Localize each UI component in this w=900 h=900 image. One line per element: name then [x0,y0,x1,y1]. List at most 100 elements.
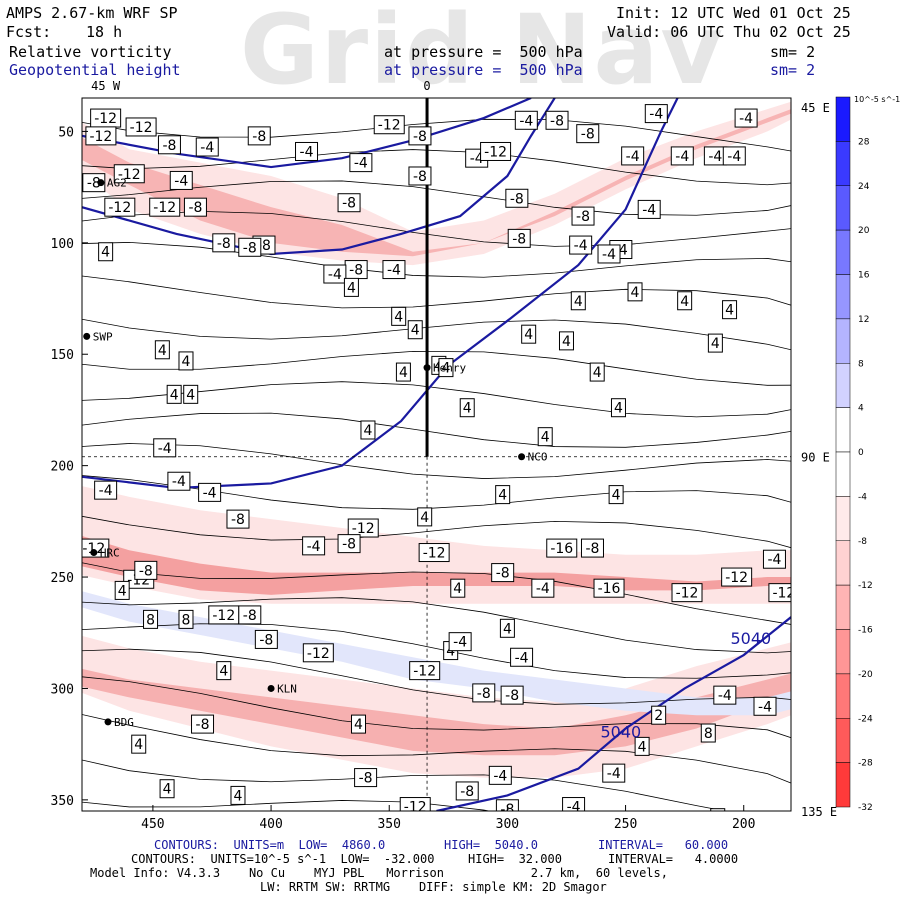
footer-physics-info: LW: RRTM SW: RRTMG DIFF: simple KM: 2D S… [260,880,607,894]
colorbar-tick-label: 16 [858,271,870,281]
colorbar-tick-label: -4 [858,492,867,502]
vorticity-label: -4 [167,471,191,491]
vorticity-label: -8 [134,560,158,580]
colorbar-tick-label: -8 [858,537,867,547]
vorticity-label-box [167,471,191,491]
vorticity-label: -4 [448,632,472,652]
vorticity-label-box [438,358,454,378]
vorticity-label-text: -12 [94,111,117,127]
vorticity-contour [82,648,791,705]
vorticity-label-box [216,661,232,681]
vorticity-label: -4 [169,170,193,190]
vorticity-label-box [169,170,193,190]
vorticity-label: 4 [450,578,466,598]
vorticity-label: -8 [455,781,479,801]
vorticity-label: -8 [571,206,595,226]
vorticity-label-text: 4 [631,285,640,301]
vorticity-label-text: 4 [711,336,720,352]
vorticity-label-text: -8 [576,209,590,225]
colorbar-segment [835,584,851,630]
x-tick-label: 300 [496,817,519,832]
vorticity-label: 4 [183,384,199,404]
vorticity-label: 4 [230,785,246,805]
vorticity-label-box [671,583,703,603]
field2-level: at pressure = 500 hPa [384,61,583,79]
vorticity-label-box [183,384,199,404]
vorticity-contour [82,318,791,351]
vorticity-label-box [195,137,219,157]
vorticity-label: -4 [349,153,373,173]
vorticity-label: -4 [713,685,737,705]
vorticity-label-text: -4 [387,263,401,279]
vorticity-label-box [323,264,347,284]
vorticity-label-box [134,560,158,580]
vorticity-label-box [238,237,262,257]
colorbar-tick-label: -28 [858,759,873,769]
vorticity-label-box [54,622,76,640]
vorticity-label-text: -8 [188,200,202,216]
vorticity-label-box [576,124,600,144]
vorticity-label-box [94,480,118,500]
vorticity-label-box [373,115,405,135]
vorticity-label: -12 [721,567,753,587]
vorticity-label: -8 [254,629,278,649]
vorticity-label-box [125,117,157,137]
vorticity-label-box [677,291,693,311]
vorticity-label-box [82,173,106,193]
colorbar-unit: 10^-5 s^-1 [854,95,900,104]
station-name: NCO [528,451,548,464]
vorticity-label: 4 [395,362,411,382]
station-name: HRC [100,547,120,560]
vorticity-label-box [531,578,555,598]
vorticity-label-box [382,260,406,280]
vorticity-label: -4 [510,647,534,667]
vorticity-label-text: 4 [593,365,602,381]
colorbar-tick-label: 28 [858,137,870,147]
vorticity-label: 4 [391,306,407,326]
vorticity-label-text: -8 [581,127,595,143]
strong-vorticity-band-south [82,668,791,756]
vorticity-label: -12 [671,583,703,603]
vorticity-label: 8 [178,609,194,629]
vorticity-label-box [212,233,236,253]
vorticity-label: -4 [621,146,645,166]
vorticity-label-text: -16 [598,581,621,597]
vorticity-contour [82,515,791,549]
vorticity-label: 4 [634,736,650,756]
vorticity-label: -12 [768,583,791,603]
vorticity-label: 4 [499,618,515,638]
vorticity-contour [82,412,791,448]
vorticity-label: 8 [143,609,159,629]
vorticity-label: -4 [734,108,758,128]
station-marker [104,718,112,726]
x-tick-label: 250 [614,817,637,832]
vorticity-label-text: 4 [182,354,191,370]
vorticity-label: 4 [114,580,130,600]
watermark: Grid Nav [240,0,725,106]
vorticity-label-box [722,146,746,166]
vorticity-label-text: -8 [259,632,273,648]
top-longitude-label: 0 [423,79,430,93]
station-marker [423,364,431,372]
vorticity-label-text: -8 [460,784,474,800]
vorticity-label: -12 [149,197,181,217]
vorticity-label-box [198,482,222,502]
vorticity-label-text: -4 [172,474,186,490]
vorticity-label-box [455,781,479,801]
y-tick-label: 50 [58,125,74,140]
vorticity-label: 4 [521,324,537,344]
vorticity-label-text: -12 [118,167,141,183]
field2-smoothing: sm= 2 [770,61,816,79]
y-tick-label: 300 [51,682,74,697]
vorticity-label-text: -4 [300,144,314,160]
vorticity-label-text: -4 [649,107,663,123]
vorticity-label: -4 [302,536,326,556]
vorticity-label-text: -12 [212,608,235,624]
vorticity-label: -16 [546,538,578,558]
vorticity-label-box [762,549,786,569]
vorticity-label: 4 [707,333,723,353]
vorticity-contour [82,597,791,654]
vorticity-label-text: -8 [413,169,427,185]
vorticity-label-box [589,362,605,382]
